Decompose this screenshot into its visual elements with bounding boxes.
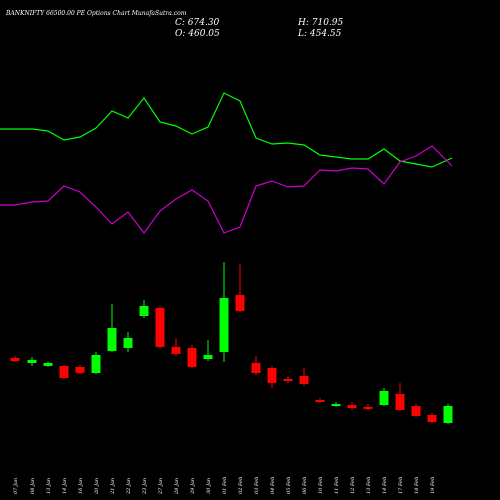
- candle-body: [411, 406, 421, 416]
- candle: [395, 383, 405, 411]
- x-tick-label: 10 Feb: [318, 477, 324, 494]
- x-tick-label: 14 Feb: [382, 477, 388, 494]
- candle: [363, 404, 373, 410]
- candle: [59, 365, 69, 379]
- x-tick-label: 13 Jan: [46, 478, 52, 494]
- candle: [267, 366, 277, 388]
- candle-body: [395, 394, 405, 410]
- x-tick-label: 27 Jan: [158, 478, 164, 495]
- candle-body: [155, 308, 165, 347]
- candle: [443, 404, 453, 424]
- x-tick-label: 08 Jan: [30, 478, 36, 494]
- candle: [299, 368, 309, 386]
- x-tick-label: 21 Jan: [110, 478, 116, 495]
- x-tick-label: 04 Feb: [270, 477, 276, 494]
- x-tick-label: 11 Feb: [334, 477, 340, 494]
- x-tick-label: 05 Feb: [286, 477, 292, 494]
- candle-body: [283, 379, 293, 381]
- candle-body: [187, 348, 197, 367]
- candle: [123, 332, 133, 352]
- green-indicator-line: [0, 92, 453, 168]
- x-tick-label: 02 Feb: [238, 477, 244, 494]
- candle: [155, 306, 165, 348]
- candle: [107, 304, 117, 352]
- candle-body: [75, 367, 85, 373]
- x-axis-labels: 07 Jan 08 Jan 13 Jan 14 Jan 16 Jan 20 Jan 21 J…: [13, 477, 436, 495]
- candle-body: [427, 415, 437, 422]
- x-tick-label: 19 Feb: [430, 477, 436, 494]
- chart-title: BANKNIFTY 66500.00 PE Options Chart Muna…: [6, 10, 187, 17]
- candle-body: [219, 298, 229, 352]
- candle: [75, 365, 85, 374]
- candle: [427, 413, 437, 423]
- x-tick-label: 28 Jan: [174, 478, 180, 495]
- candles: [10, 262, 453, 424]
- candle-body: [59, 366, 69, 378]
- x-tick-label: 12 Feb: [350, 477, 356, 494]
- candle: [203, 340, 213, 361]
- candle-body: [315, 400, 325, 402]
- x-tick-label: 06 Feb: [302, 477, 308, 494]
- open-value: O: 460.05: [175, 29, 220, 39]
- x-tick-label: 16 Jan: [78, 478, 84, 494]
- close-value: C: 674.30: [175, 18, 220, 28]
- candle: [43, 362, 53, 367]
- candle-body: [43, 363, 53, 366]
- x-tick-label: 17 Feb: [398, 477, 404, 494]
- candle-body: [139, 306, 149, 316]
- candle: [283, 376, 293, 383]
- x-tick-label: 22 Jan: [126, 478, 132, 495]
- candle-body: [251, 363, 261, 373]
- candle: [219, 262, 229, 362]
- high-value: H: 710.95: [298, 18, 344, 28]
- x-tick-label: 13 Feb: [366, 477, 372, 494]
- candle: [187, 345, 197, 368]
- candle-body: [171, 347, 181, 354]
- candle-body: [363, 407, 373, 409]
- x-tick-label: 23 Jan: [142, 478, 148, 495]
- x-tick-label: 14 Jan: [62, 478, 68, 494]
- candle: [10, 356, 20, 362]
- candle-body: [27, 360, 37, 363]
- candle-body: [235, 295, 245, 311]
- indicator-lines: [0, 92, 453, 235]
- candle: [251, 356, 261, 375]
- candle-body: [107, 328, 117, 351]
- candle: [171, 338, 181, 356]
- x-tick-label: 30 Jan: [206, 478, 212, 494]
- candle: [139, 300, 149, 318]
- x-tick-label: 18 Feb: [414, 477, 420, 494]
- candle: [91, 352, 101, 374]
- candle-body: [203, 355, 213, 359]
- candle: [331, 402, 341, 407]
- candle-body: [299, 376, 309, 384]
- x-tick-label: 01 Feb: [222, 477, 228, 494]
- x-tick-label: 07 Jan: [13, 478, 19, 494]
- candle: [379, 388, 389, 406]
- x-tick-label: 03 Feb: [254, 477, 260, 494]
- candle: [347, 402, 357, 410]
- candle-body: [91, 355, 101, 373]
- candle-body: [443, 406, 453, 423]
- candle-body: [347, 405, 357, 408]
- candle: [27, 357, 37, 366]
- candle-body: [123, 338, 133, 348]
- x-tick-label: 20 Jan: [94, 478, 100, 495]
- x-tick-label: 29 Jan: [190, 478, 196, 495]
- candle-body: [10, 358, 20, 361]
- low-value: L: 454.55: [298, 29, 342, 39]
- candle-body: [379, 391, 389, 405]
- candle-body: [267, 368, 277, 383]
- candle: [315, 398, 325, 403]
- magenta-indicator-line: [0, 145, 453, 235]
- candle-body: [331, 404, 341, 406]
- candle: [411, 404, 421, 417]
- candle: [235, 264, 245, 312]
